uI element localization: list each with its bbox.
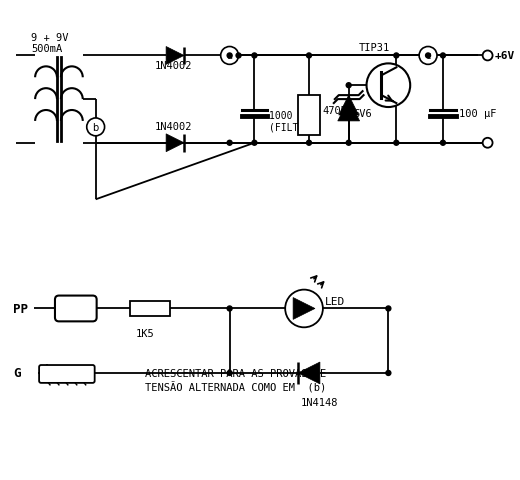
Circle shape [227,54,232,59]
Polygon shape [338,100,360,121]
Circle shape [483,51,492,61]
Text: LED: LED [325,296,345,306]
Circle shape [386,306,391,312]
Polygon shape [293,298,315,320]
Text: 9 + 9V
500mA: 9 + 9V 500mA [31,33,69,54]
Circle shape [346,141,351,146]
Circle shape [236,54,241,59]
Polygon shape [298,362,320,384]
Circle shape [227,141,232,146]
Circle shape [367,64,410,108]
Circle shape [306,141,311,146]
Circle shape [483,139,492,148]
Circle shape [394,141,399,146]
Circle shape [425,54,431,59]
Text: +6V: +6V [495,51,515,61]
Circle shape [440,54,446,59]
Text: c: c [425,51,431,61]
Circle shape [227,371,232,376]
Text: TENSÃO ALTERNADA COMO EM  (b): TENSÃO ALTERNADA COMO EM (b) [145,381,327,393]
Text: 6V6: 6V6 [354,109,372,119]
Circle shape [220,48,239,65]
Polygon shape [166,134,184,152]
Circle shape [252,141,257,146]
Bar [131,301,170,317]
Text: 470R: 470R [323,106,348,116]
Text: b: b [93,122,99,132]
Text: 1K5: 1K5 [135,329,154,338]
Circle shape [87,119,105,136]
Text: 1N4148: 1N4148 [301,397,339,407]
FancyBboxPatch shape [39,365,95,383]
Text: TIP31: TIP31 [359,43,390,53]
Polygon shape [339,96,359,116]
Text: G: G [14,367,21,380]
Circle shape [386,371,391,376]
Bar [298,96,320,135]
Circle shape [419,48,437,65]
Circle shape [346,84,351,88]
Text: PP: PP [14,302,28,315]
Polygon shape [166,48,184,65]
Circle shape [285,290,323,328]
Circle shape [394,54,399,59]
Text: ACRESCENTAR PARA AS PROVAS DE: ACRESCENTAR PARA AS PROVAS DE [145,368,327,378]
Text: 100 μF: 100 μF [459,109,496,119]
Text: a: a [227,51,232,61]
Text: 1000 μF
(FILTRO): 1000 μF (FILTRO) [269,111,316,132]
FancyBboxPatch shape [55,296,97,322]
Circle shape [440,141,446,146]
Circle shape [227,306,232,312]
Text: 1N4002: 1N4002 [155,61,193,71]
Text: 1N4002: 1N4002 [155,121,193,132]
Circle shape [306,54,311,59]
Circle shape [252,54,257,59]
